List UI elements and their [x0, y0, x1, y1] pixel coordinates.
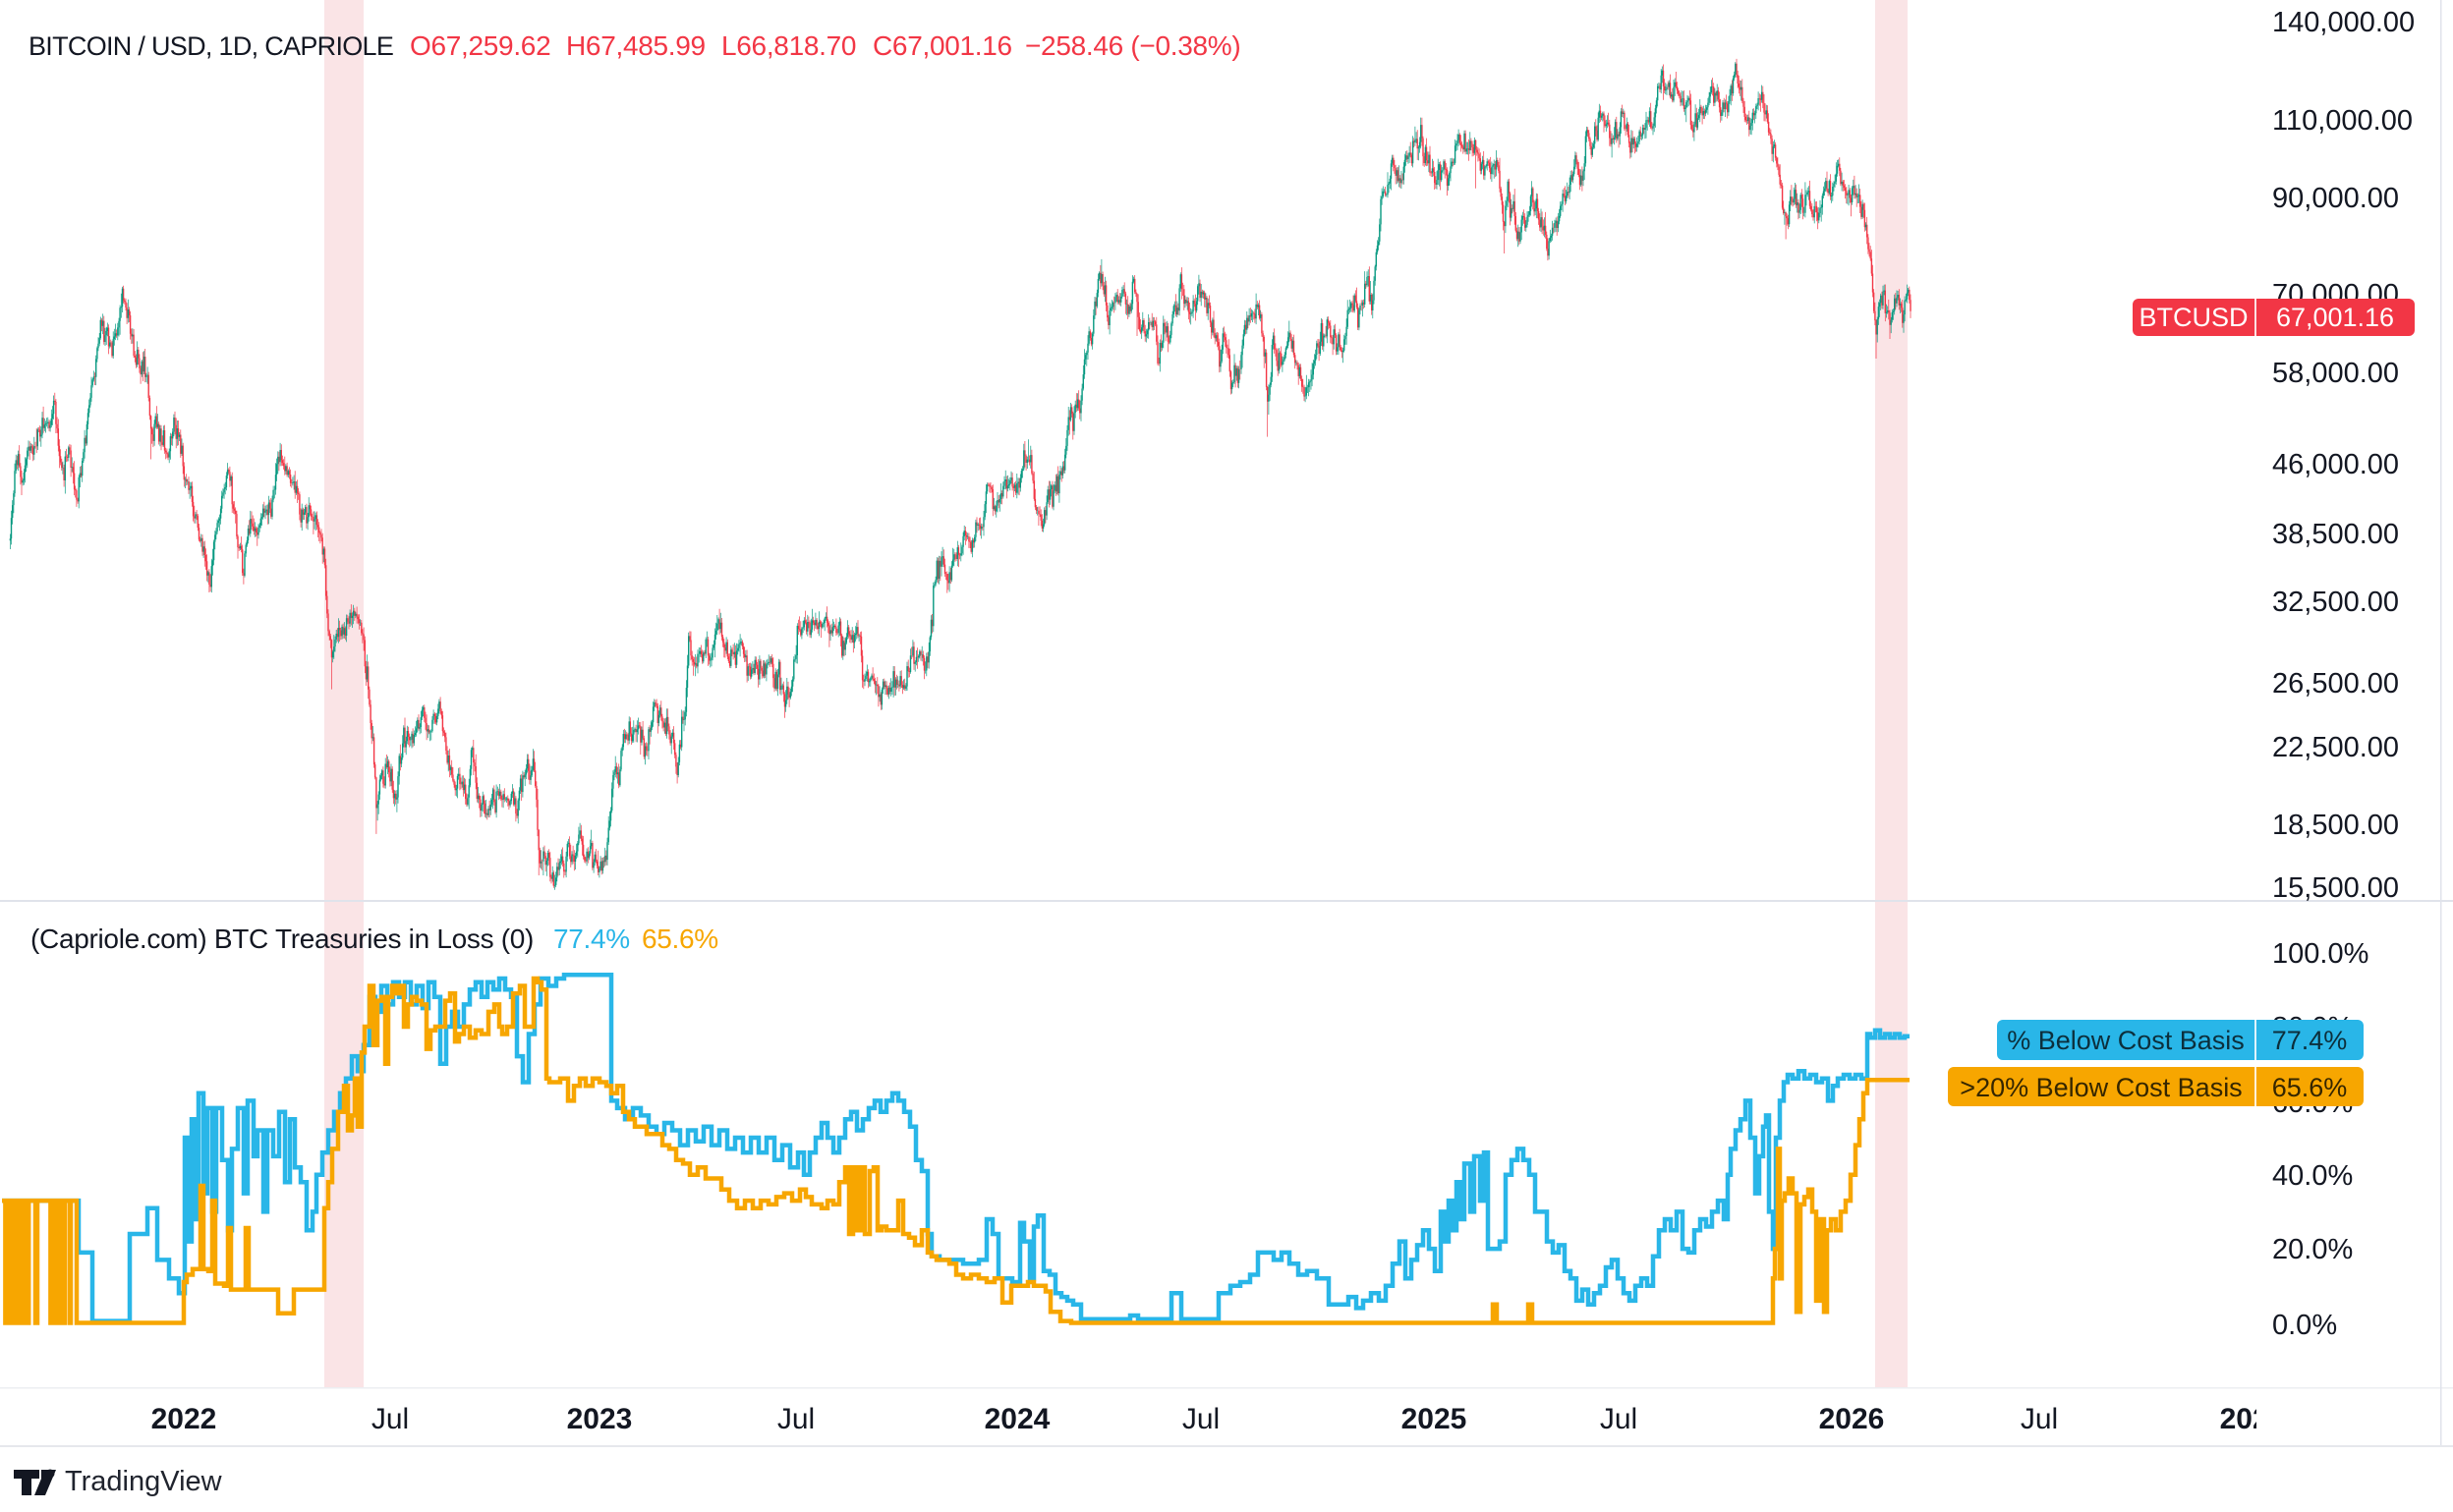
- svg-text:C67,001.16: C67,001.16: [873, 30, 1012, 61]
- svg-text:−258.46 (−0.38%): −258.46 (−0.38%): [1025, 30, 1240, 61]
- svg-text:26,500.00: 26,500.00: [2272, 668, 2399, 700]
- svg-text:H67,485.99: H67,485.99: [566, 30, 706, 61]
- svg-text:O67,259.62: O67,259.62: [410, 30, 550, 61]
- svg-text:32,500.00: 32,500.00: [2272, 587, 2399, 618]
- svg-text:L66,818.70: L66,818.70: [721, 30, 856, 61]
- svg-text:2022: 2022: [151, 1403, 217, 1435]
- svg-text:15,500.00: 15,500.00: [2272, 872, 2399, 904]
- svg-text:Jul: Jul: [777, 1403, 815, 1435]
- svg-text:TradingView: TradingView: [65, 1466, 223, 1497]
- svg-text:BTCUSD: BTCUSD: [2139, 303, 2248, 332]
- svg-text:67,001.16: 67,001.16: [2276, 303, 2394, 332]
- svg-text:0.0%: 0.0%: [2272, 1310, 2337, 1341]
- svg-text:Jul: Jul: [1182, 1403, 1220, 1435]
- svg-text:22,500.00: 22,500.00: [2272, 732, 2399, 763]
- svg-text:% Below Cost Basis: % Below Cost Basis: [2007, 1026, 2245, 1055]
- svg-text:2026: 2026: [1819, 1403, 1885, 1435]
- svg-text:Jul: Jul: [1600, 1403, 1637, 1435]
- svg-text:90,000.00: 90,000.00: [2272, 183, 2399, 214]
- svg-text:(Capriole.com) BTC Treasuries: (Capriole.com) BTC Treasuries in Loss (0…: [30, 924, 534, 954]
- svg-text:18,500.00: 18,500.00: [2272, 810, 2399, 841]
- svg-text:20.0%: 20.0%: [2272, 1234, 2353, 1265]
- svg-text:2023: 2023: [567, 1403, 633, 1435]
- svg-text:77.4%: 77.4%: [2272, 1026, 2348, 1055]
- svg-text:Jul: Jul: [2021, 1403, 2058, 1435]
- svg-text:>20% Below Cost Basis: >20% Below Cost Basis: [1960, 1073, 2242, 1102]
- svg-text:65.6%: 65.6%: [642, 924, 718, 954]
- svg-text:Jul: Jul: [371, 1403, 409, 1435]
- svg-text:2027: 2027: [2220, 1403, 2286, 1435]
- svg-text:65.6%: 65.6%: [2272, 1073, 2348, 1102]
- svg-text:140,000.00: 140,000.00: [2272, 7, 2415, 38]
- svg-text:40.0%: 40.0%: [2272, 1160, 2353, 1192]
- svg-text:58,000.00: 58,000.00: [2272, 358, 2399, 389]
- svg-text:2025: 2025: [1401, 1403, 1467, 1435]
- svg-text:38,500.00: 38,500.00: [2272, 519, 2399, 550]
- svg-text:100.0%: 100.0%: [2272, 938, 2368, 970]
- svg-text:110,000.00: 110,000.00: [2272, 105, 2413, 137]
- svg-text:77.4%: 77.4%: [553, 924, 630, 954]
- svg-text:BITCOIN / USD, 1D, CAPRIOLE: BITCOIN / USD, 1D, CAPRIOLE: [29, 31, 393, 61]
- svg-text:46,000.00: 46,000.00: [2272, 449, 2399, 480]
- svg-text:2024: 2024: [985, 1403, 1051, 1435]
